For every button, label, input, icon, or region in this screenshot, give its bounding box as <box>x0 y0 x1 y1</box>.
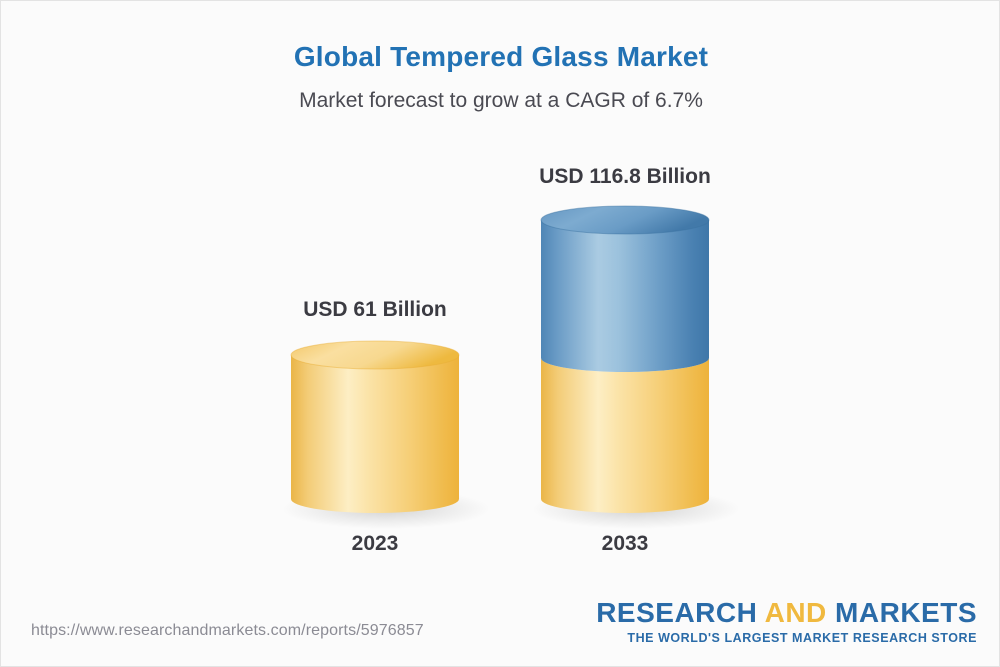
source-url[interactable]: https://www.researchandmarkets.com/repor… <box>31 622 424 639</box>
logo-wordmark: RESEARCH AND MARKETS <box>596 599 977 627</box>
cylinder-bars-svg <box>282 205 740 529</box>
logo-word-and: AND <box>764 597 827 628</box>
category-label-2033: 2033 <box>601 532 649 555</box>
value-label-2033: USD 116.8 Billion <box>539 165 711 188</box>
logo-word-markets: MARKETS <box>835 597 977 628</box>
bar-2033-base-section <box>541 358 709 513</box>
value-label-2023: USD 61 Billion <box>303 298 447 321</box>
category-label-2023: 2023 <box>351 532 399 555</box>
bar-2033-top-rim <box>540 205 710 235</box>
chart-title: Global Tempered Glass Market <box>293 41 709 72</box>
bar-2023-top-rim <box>290 340 460 370</box>
logo-word-research: RESEARCH <box>596 597 758 628</box>
logo-tagline: THE WORLD'S LARGEST MARKET RESEARCH STOR… <box>627 631 977 645</box>
bar-2023-body <box>291 355 459 513</box>
bar-2023-top-cap <box>291 341 459 369</box>
plot-area <box>1 1 999 601</box>
bar-2023 <box>282 340 490 529</box>
chart-subtitle: Market forecast to grow at a CAGR of 6.7… <box>299 89 703 112</box>
bar-2033-growth-section <box>541 220 709 372</box>
bar-2033 <box>532 205 740 529</box>
bar-2033-top-cap <box>541 206 709 234</box>
research-and-markets-logo[interactable]: RESEARCH AND MARKETS THE WORLD'S LARGEST… <box>596 599 977 645</box>
